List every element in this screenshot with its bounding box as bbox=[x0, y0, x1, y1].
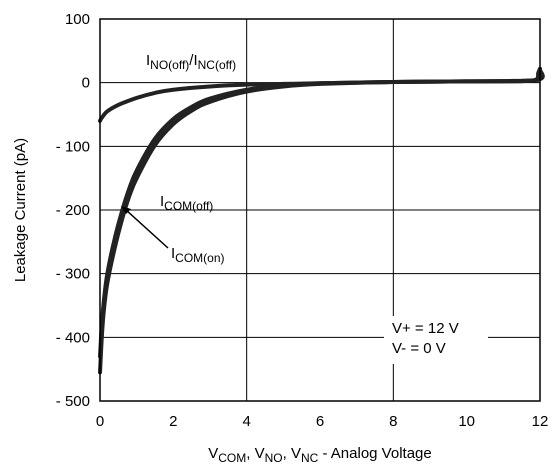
condition-vplus: V+ = 12 V bbox=[392, 320, 459, 337]
y-tick-label: - 200 bbox=[56, 202, 90, 219]
x-tick-label: 12 bbox=[532, 413, 549, 430]
y-tick-label: - 500 bbox=[56, 393, 90, 410]
plot-frame bbox=[99, 18, 541, 402]
series-line-com-on bbox=[98, 67, 545, 359]
x-tick-label: 8 bbox=[389, 413, 397, 430]
annotation-no-nc-off: INO(off)/INC(off) bbox=[146, 52, 236, 72]
y-tick-label: - 300 bbox=[56, 266, 90, 283]
x-axis-title: VCOM, VNO, VNC - Analog Voltage bbox=[208, 445, 431, 465]
y-axis-title: Leakage Current (pA) bbox=[12, 138, 29, 282]
y-tick-label: - 400 bbox=[56, 329, 90, 346]
x-tick-label: 0 bbox=[96, 413, 104, 430]
tick-label-layer: 0 2 4 6 8 10 12 100 0 - 100 - 200 - 300 - 400 - 500 bbox=[56, 11, 549, 430]
x-tick-label: 6 bbox=[316, 413, 324, 430]
arrow-head-icon bbox=[121, 206, 131, 214]
annotation-com-on: ICOM(on) bbox=[171, 245, 225, 265]
series-line-no-nc-off bbox=[98, 66, 542, 123]
x-tick-label: 2 bbox=[169, 413, 177, 430]
x-tick-label: 4 bbox=[242, 413, 250, 430]
annotation-com-on-pointer bbox=[125, 209, 169, 249]
conditions-box bbox=[384, 316, 488, 364]
series-layer bbox=[98, 66, 545, 375]
y-tick-label: - 100 bbox=[56, 138, 90, 155]
y-tick-label: 0 bbox=[82, 75, 90, 92]
annotation-com-off: ICOM(off) bbox=[160, 193, 213, 213]
y-tick-label: 100 bbox=[65, 11, 90, 28]
x-tick-label: 10 bbox=[458, 413, 475, 430]
condition-vminus: V- = 0 V bbox=[392, 340, 446, 357]
